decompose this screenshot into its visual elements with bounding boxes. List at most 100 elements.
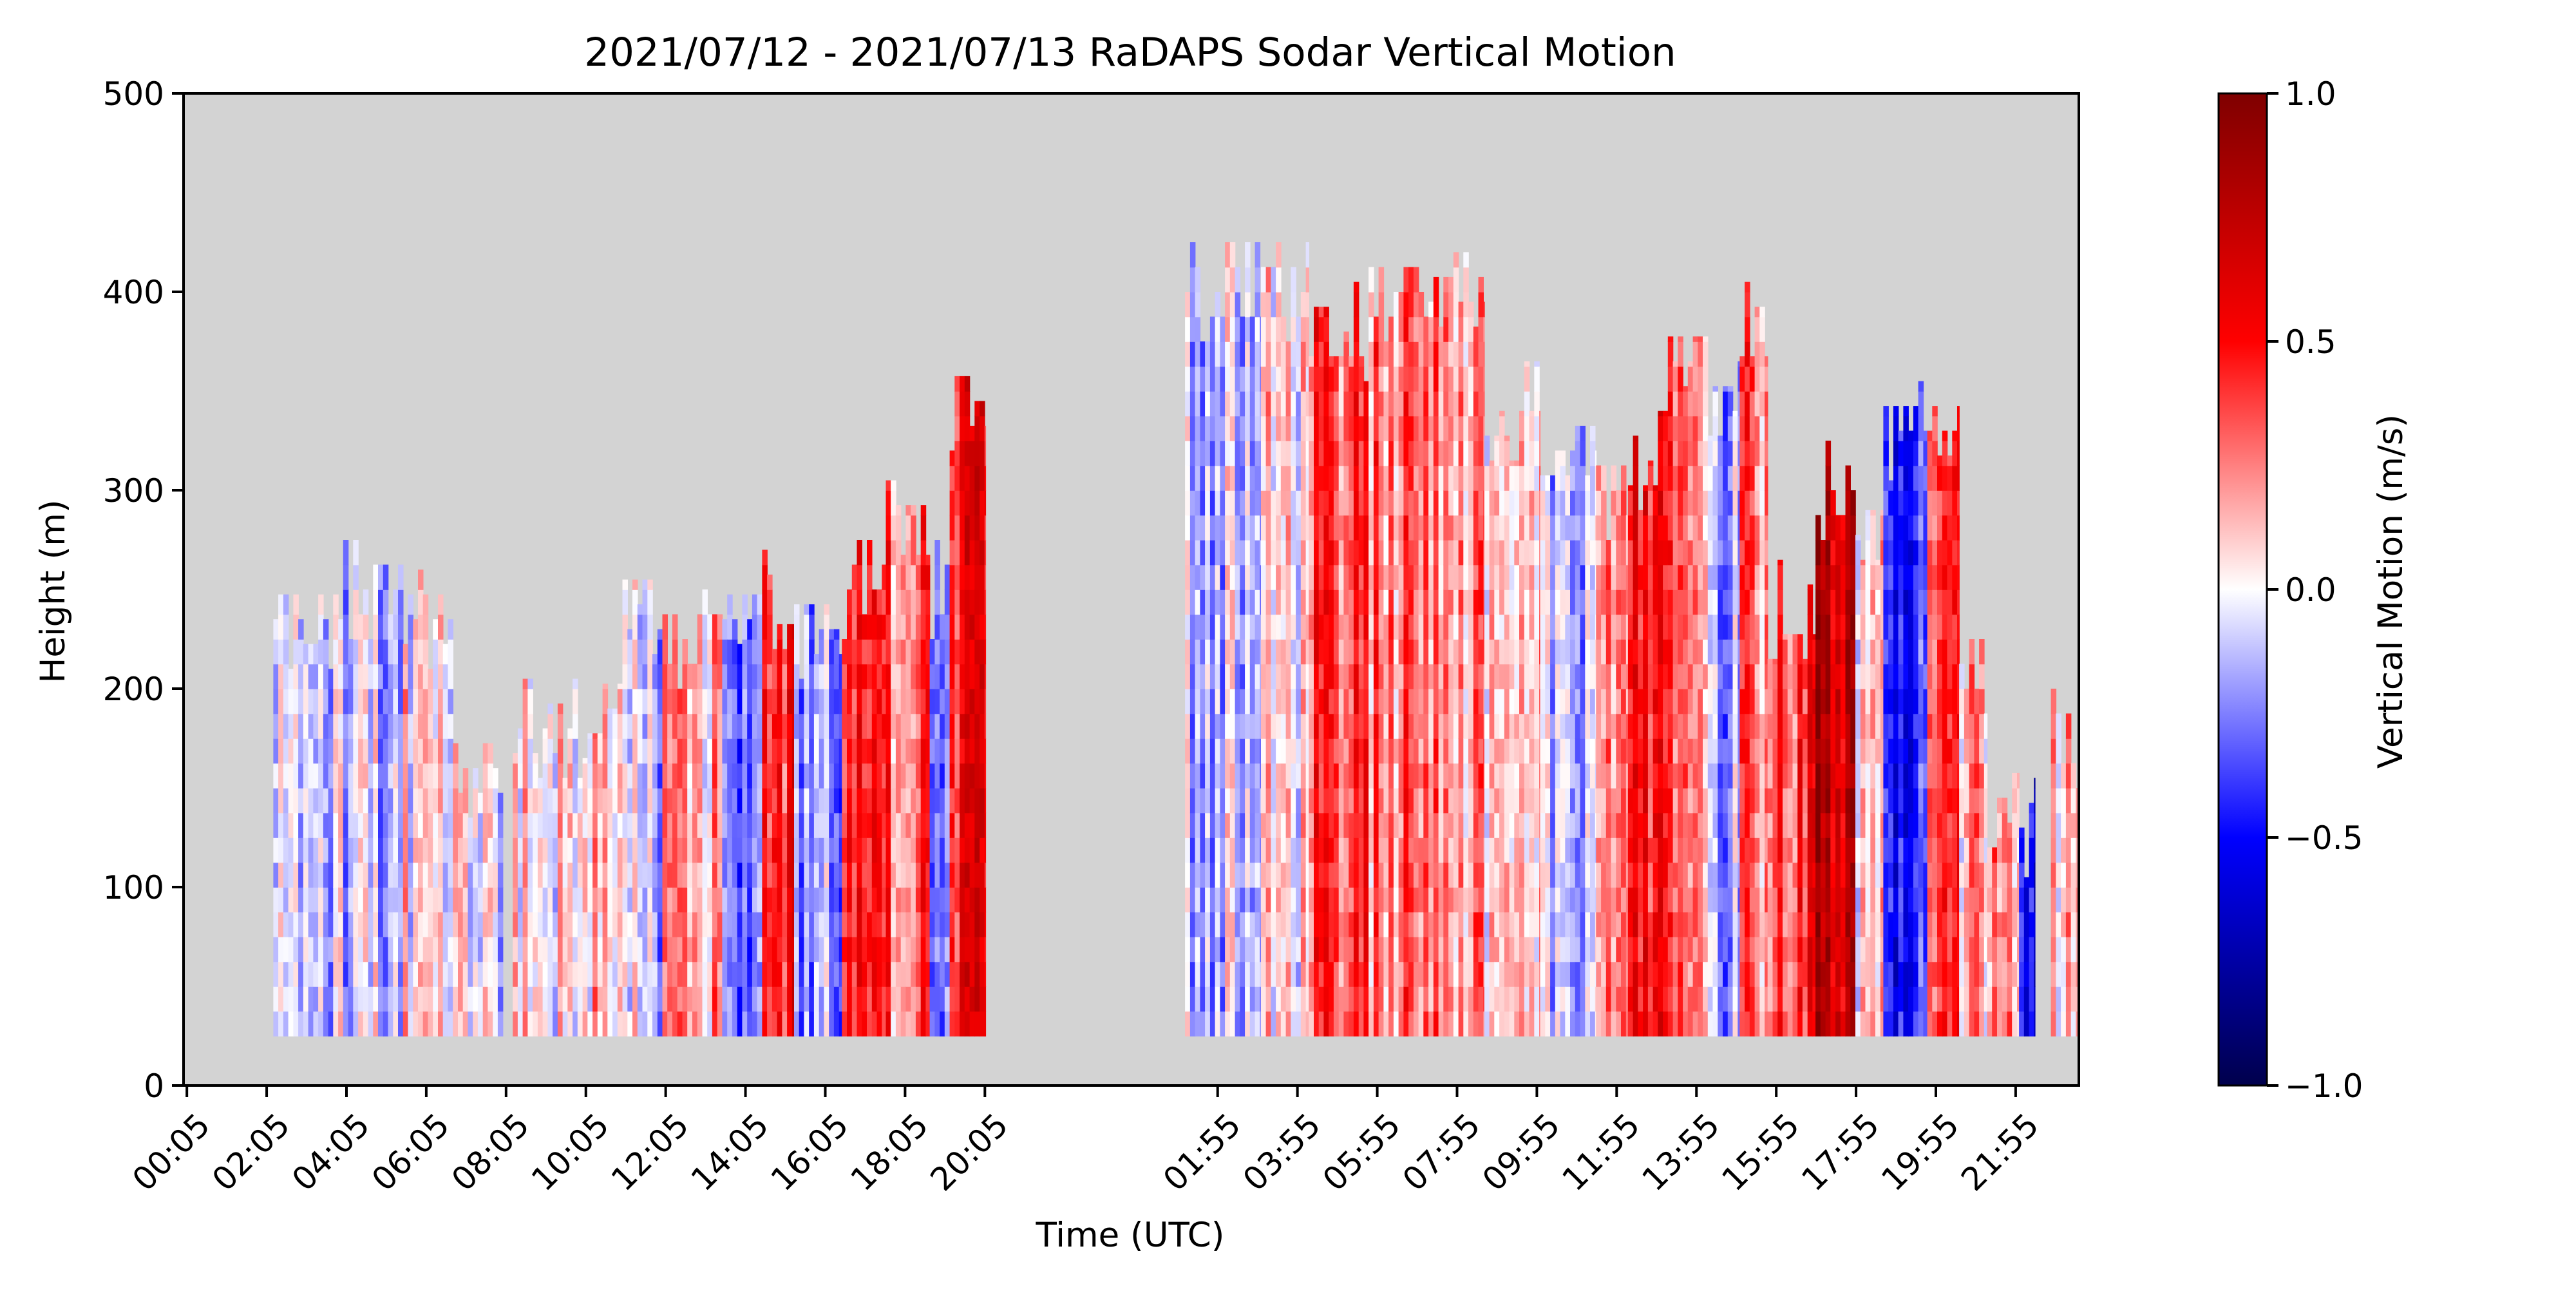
heatmap-cell	[1560, 614, 1566, 640]
heatmap-cell	[1260, 614, 1262, 640]
heatmap-cell	[1338, 366, 1345, 392]
heatmap-cell	[1565, 490, 1571, 516]
heatmap-cell	[1398, 912, 1405, 937]
heatmap-cell	[862, 812, 867, 838]
heatmap-cell	[582, 788, 589, 814]
heatmap-cell	[1296, 812, 1302, 838]
heatmap-cell	[1215, 664, 1221, 689]
heatmap-cell	[1235, 937, 1241, 962]
heatmap-cell	[980, 639, 985, 665]
heatmap-cell	[960, 1011, 965, 1037]
heatmap-cell	[1280, 1011, 1287, 1037]
heatmap-cell	[1333, 986, 1340, 1012]
heatmap-cell	[1378, 639, 1385, 665]
heatmap-cell	[1468, 738, 1474, 764]
heatmap-cell	[1596, 812, 1602, 838]
heatmap-cell	[1378, 540, 1385, 566]
heatmap-cell	[1393, 292, 1399, 318]
heatmap-cell	[1285, 515, 1292, 540]
heatmap-cell	[1560, 490, 1566, 516]
heatmap-cell	[1616, 862, 1622, 888]
heatmap-cell	[567, 738, 573, 764]
heatmap-cell	[1205, 887, 1211, 913]
heatmap-cell	[886, 763, 891, 789]
heatmap-cell	[1195, 465, 1201, 491]
heatmap-cell	[833, 664, 840, 689]
heatmap-cell	[1205, 937, 1211, 962]
heatmap-cell	[1595, 540, 1597, 566]
heatmap-cell	[1329, 986, 1334, 1012]
heatmap-cell	[737, 837, 743, 863]
heatmap-cell	[1300, 490, 1307, 516]
heatmap-cell	[1255, 540, 1261, 566]
heatmap-cell	[328, 669, 334, 689]
heatmap-cell	[343, 639, 349, 665]
heatmap-cell	[1514, 812, 1520, 838]
heatmap-cell	[960, 689, 965, 714]
heatmap-cell	[1205, 713, 1211, 739]
heatmap-cell	[1478, 887, 1484, 913]
heatmap-cell	[862, 961, 867, 987]
heatmap-cell	[1529, 763, 1535, 789]
heatmap-cell	[1570, 465, 1576, 491]
heatmap-cell	[847, 639, 853, 665]
heatmap-cell	[911, 738, 916, 764]
heatmap-cell	[1229, 316, 1236, 342]
heatmap-cell	[1473, 614, 1479, 640]
heatmap-cell	[809, 788, 815, 814]
heatmap-cell	[1473, 837, 1479, 863]
heatmap-cell	[1413, 564, 1419, 590]
heatmap-cell	[1509, 465, 1515, 491]
heatmap-cell	[1185, 540, 1191, 566]
heatmap-cell	[402, 664, 409, 689]
heatmap-cell	[980, 961, 985, 987]
heatmap-cell	[393, 788, 399, 814]
heatmap-cell	[333, 812, 339, 838]
heatmap-cell	[1220, 540, 1226, 566]
heatmap-cell	[838, 887, 843, 913]
heatmap-cell	[672, 937, 678, 962]
heatmap-cell	[1463, 639, 1469, 665]
heatmap-cell	[1349, 689, 1354, 714]
heatmap-cell	[468, 862, 473, 888]
heatmap-cell	[442, 664, 449, 689]
heatmap-cell	[1388, 912, 1394, 937]
heatmap-cell	[829, 837, 835, 863]
heatmap-cell	[542, 837, 549, 863]
heatmap-cell	[517, 788, 524, 814]
heatmap-cell	[737, 664, 743, 689]
heatmap-cell	[1540, 664, 1546, 689]
heatmap-cell	[363, 689, 369, 714]
heatmap-cell	[782, 738, 788, 764]
heatmap-cell	[1611, 614, 1616, 640]
heatmap-cell	[871, 837, 878, 863]
heatmap-cell	[1363, 812, 1369, 838]
heatmap-cell	[453, 887, 459, 913]
heatmap-cell	[557, 713, 564, 739]
heatmap-cell	[1499, 837, 1505, 863]
heatmap-cell	[1220, 664, 1226, 689]
heatmap-cell	[1235, 465, 1241, 491]
heatmap-cell	[969, 664, 976, 689]
heatmap-cell	[1438, 465, 1444, 491]
heatmap-cell	[1318, 1011, 1325, 1037]
heatmap-cell	[1433, 316, 1439, 342]
heatmap-cell	[1276, 589, 1282, 615]
heatmap-cell	[573, 678, 578, 689]
heatmap-cell	[791, 788, 795, 814]
heatmap-cell	[1514, 639, 1520, 665]
heatmap-cell	[1200, 689, 1206, 714]
heatmap-cell	[1484, 738, 1490, 764]
heatmap-cell	[1338, 490, 1345, 516]
heatmap-cell	[1276, 961, 1282, 987]
heatmap-cell	[1601, 763, 1607, 789]
heatmap-cell	[288, 837, 294, 863]
heatmap-cell	[1309, 689, 1314, 714]
heatmap-cell	[722, 763, 728, 789]
heatmap-cell	[1189, 267, 1196, 292]
heatmap-cell	[1590, 490, 1596, 516]
heatmap-cell	[809, 763, 815, 789]
heatmap-cell	[1453, 316, 1459, 342]
heatmap-cell	[343, 837, 349, 863]
heatmap-cell	[597, 763, 603, 789]
